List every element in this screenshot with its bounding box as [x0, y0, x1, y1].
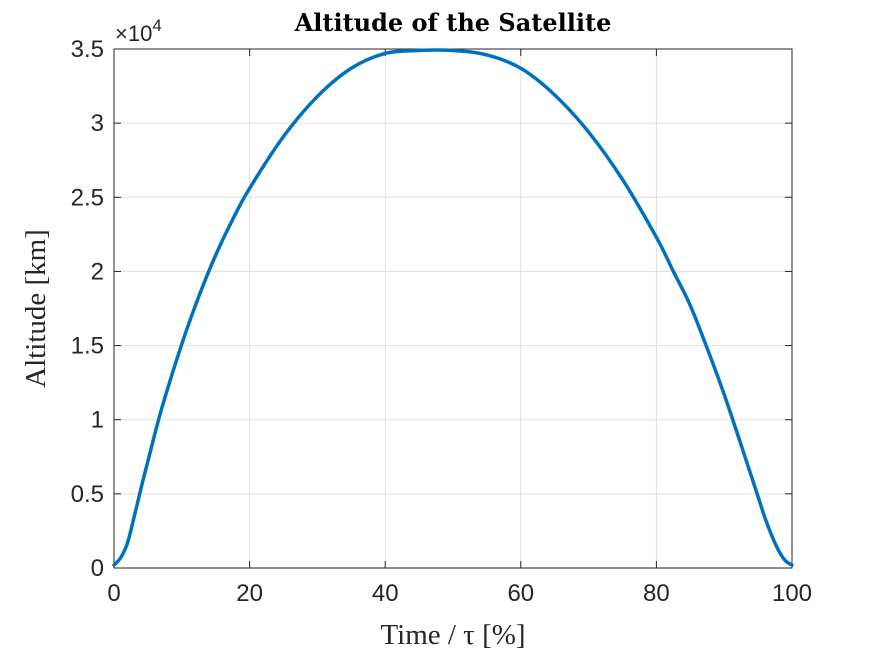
- x-tick-label: 20: [236, 580, 263, 607]
- series-layer: [112, 48, 794, 567]
- y-tick-label: 2.5: [71, 184, 104, 211]
- x-tick-label: 100: [772, 580, 812, 607]
- y-axis-exponent-base: ×10: [115, 21, 152, 46]
- y-tick-label: 1: [91, 407, 104, 434]
- y-tick-label: 2: [91, 258, 104, 285]
- y-tick-label: 0: [91, 555, 104, 582]
- y-axis-exponent-power: 4: [152, 16, 161, 35]
- y-tick-label: 0.5: [71, 481, 104, 508]
- x-tick-label: 40: [372, 580, 399, 607]
- chart-title: Altitude of the Satellite: [294, 8, 612, 37]
- x-tick-label: 0: [107, 580, 120, 607]
- y-axis-exponent: ×104: [115, 16, 162, 46]
- tick-layer: 0 20 40 60 80 100 0 0.5 1 1.5 2 2.5 3 3.5: [71, 36, 812, 607]
- y-tick-label: 3.5: [71, 36, 104, 63]
- altitude-series-line: [112, 48, 794, 567]
- y-tick-label: 1.5: [71, 333, 104, 360]
- x-tick-label: 60: [507, 580, 534, 607]
- grid-layer: [114, 49, 792, 568]
- y-axis-label: Altitude [km]: [20, 229, 52, 388]
- y-tick-label: 3: [91, 110, 104, 137]
- x-tick-label: 80: [643, 580, 670, 607]
- x-axis-label: Time / τ [%]: [380, 619, 525, 651]
